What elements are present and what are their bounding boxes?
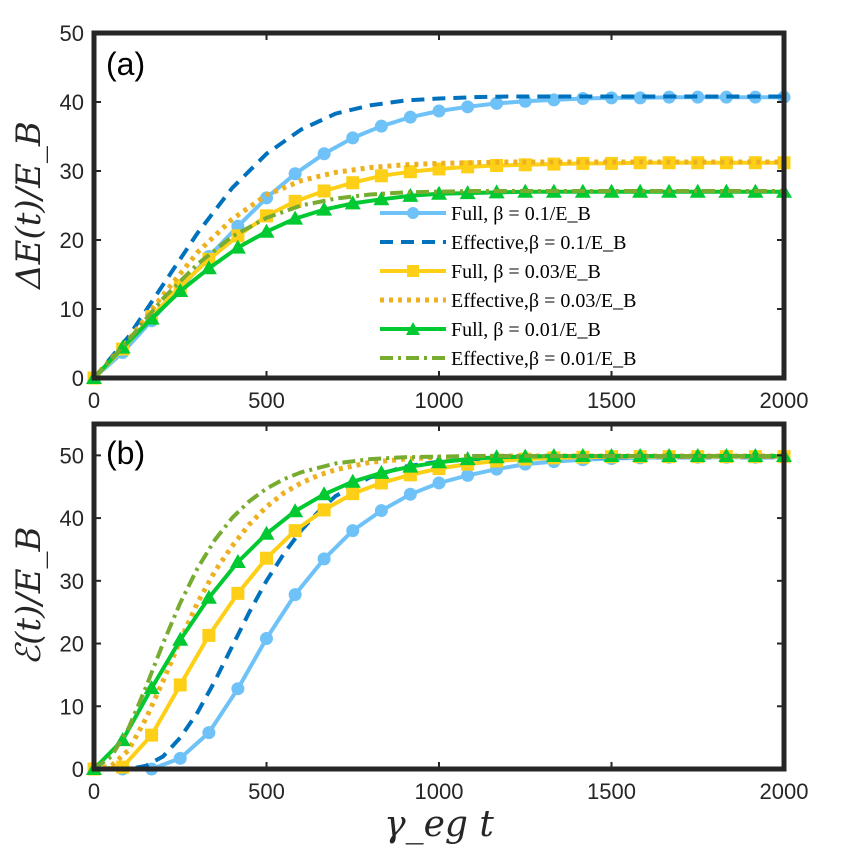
data-point-circle xyxy=(433,476,446,489)
data-point-circle xyxy=(318,147,331,160)
data-point-square xyxy=(289,524,302,537)
data-point-circle xyxy=(375,120,388,133)
data-point-square xyxy=(318,503,331,516)
data-point-square xyxy=(174,678,187,691)
y-tick-label: 40 xyxy=(60,506,84,531)
data-point-circle xyxy=(346,131,359,144)
y-tick-label: 30 xyxy=(60,159,84,184)
series-line-4 xyxy=(94,456,784,769)
data-point-square xyxy=(145,729,158,742)
legend-label-full-0.1: Full, β = 0.1/E_B xyxy=(451,203,591,225)
legend-label-effective-0.01: Effective,β = 0.01/E_B xyxy=(451,348,637,370)
data-point-circle xyxy=(461,469,474,482)
series-line-1 xyxy=(94,97,784,379)
data-point-circle xyxy=(346,524,359,537)
data-point-square xyxy=(346,487,359,500)
data-point-square xyxy=(260,552,273,565)
x-tick-label: 0 xyxy=(88,388,100,413)
y-tick-label: 0 xyxy=(72,366,84,391)
panel-a: 0 500 1000 1500 2000 0 10 20 30 40 50 (a) ΔE(t)/E_… xyxy=(9,21,808,413)
y-tick-label: 30 xyxy=(60,569,84,594)
legend: Full, β = 0.1/E_B Effective,β = 0.1/E_B … xyxy=(380,203,637,370)
legend-label-full-0.01: Full, β = 0.01/E_B xyxy=(451,319,601,341)
data-point-square xyxy=(375,169,388,182)
legend-label-full-0.03: Full, β = 0.03/E_B xyxy=(451,261,601,283)
data-point-circle xyxy=(461,100,474,113)
panel-b-frame xyxy=(94,424,784,769)
data-point-circle xyxy=(375,504,388,517)
data-point-circle xyxy=(289,588,302,601)
data-point-circle xyxy=(202,726,215,739)
data-point-circle xyxy=(404,111,417,124)
y-tick-label: 50 xyxy=(60,443,84,468)
y-axis-label-a: ΔE(t)/E_B xyxy=(9,121,49,291)
x-tick-label: 2000 xyxy=(760,388,809,413)
x-tick-label: 2000 xyxy=(760,779,809,804)
y-tick-label: 50 xyxy=(60,21,84,46)
data-point-square xyxy=(346,176,359,189)
y-tick-label: 0 xyxy=(72,757,84,782)
y-tick-label: 40 xyxy=(60,90,84,115)
panel-label-a: (a) xyxy=(106,46,145,82)
x-tick-label: 500 xyxy=(248,779,285,804)
data-point-square xyxy=(202,629,215,642)
legend-marker-circle xyxy=(407,207,419,219)
data-point-circle xyxy=(490,97,503,110)
x-axis-label: γ_eg t xyxy=(384,804,494,845)
series-line-5 xyxy=(94,191,784,378)
data-point-circle xyxy=(576,92,589,105)
data-point-circle xyxy=(289,167,302,180)
panel-b: 0 500 1000 1500 2000 0 10 20 30 40 50 (b) ℰ(t)/E_B… xyxy=(9,424,808,845)
y-tick-label: 10 xyxy=(60,297,84,322)
data-point-circle xyxy=(433,104,446,117)
x-tick-label: 500 xyxy=(248,388,285,413)
data-point-circle xyxy=(260,632,273,645)
data-point-square xyxy=(318,185,331,198)
x-tick-label: 1500 xyxy=(587,779,636,804)
panel-a-frame xyxy=(94,33,784,378)
series-line-4 xyxy=(94,192,784,378)
figure: 0 500 1000 1500 200001020304050 (a) ΔE(t)/E_… xyxy=(0,0,847,847)
x-tick-label: 0 xyxy=(88,779,100,804)
data-point-square xyxy=(691,156,704,169)
x-tick-label: 1500 xyxy=(587,388,636,413)
y-tick-label: 20 xyxy=(60,228,84,253)
y-tick-label: 10 xyxy=(60,694,84,719)
data-point-circle xyxy=(174,752,187,765)
legend-label-effective-0.1: Effective,β = 0.1/E_B xyxy=(451,232,627,254)
data-point-circle xyxy=(404,488,417,501)
y-axis-label-b: ℰ(t)/E_B xyxy=(9,526,49,665)
x-tick-label: 1000 xyxy=(415,388,464,413)
data-point-circle xyxy=(318,552,331,565)
y-tick-label: 20 xyxy=(60,632,84,657)
data-point-square xyxy=(231,587,244,600)
panel-label-b: (b) xyxy=(106,435,145,471)
series-line-0 xyxy=(94,97,784,378)
legend-marker-square xyxy=(407,265,419,277)
x-tick-label: 1000 xyxy=(415,779,464,804)
legend-label-effective-0.03: Effective,β = 0.03/E_B xyxy=(451,290,637,312)
data-point-circle xyxy=(231,682,244,695)
